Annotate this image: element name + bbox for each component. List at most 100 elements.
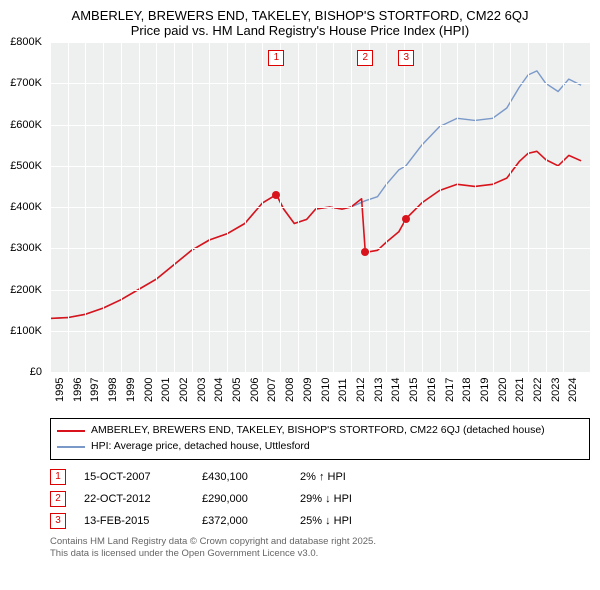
sale-row: 3 13-FEB-2015 £372,000 25% ↓ HPI [50,510,590,532]
x-tick-label: 2001 [160,378,172,402]
x-axis: 1995199619971998199920002001200220032004… [50,372,590,412]
sales-table: 115-OCT-2007£430,1002% ↑ HPI222-OCT-2012… [50,466,590,532]
gridline-v [546,42,547,372]
legend-swatch [57,446,85,448]
x-tick-label: 2003 [196,378,208,402]
title-line-1: AMBERLEY, BREWERS END, TAKELEY, BISHOP'S… [10,8,590,23]
x-tick-label: 1998 [107,378,119,402]
chart-title: AMBERLEY, BREWERS END, TAKELEY, BISHOP'S… [0,0,600,42]
x-tick-label: 2017 [444,378,456,402]
y-tick-label: £500K [10,160,42,172]
y-tick-label: £0 [30,366,42,378]
legend: AMBERLEY, BREWERS END, TAKELEY, BISHOP'S… [50,418,590,460]
gridline-v [156,42,157,372]
x-tick-label: 1996 [72,378,84,402]
x-tick-label: 2008 [284,378,296,402]
y-tick-label: £300K [10,242,42,254]
sale-row-marker: 1 [50,469,66,485]
gridline-v [192,42,193,372]
x-tick-label: 2007 [266,378,278,402]
chart-container: AMBERLEY, BREWERS END, TAKELEY, BISHOP'S… [0,0,600,560]
y-tick-label: £400K [10,201,42,213]
gridline-v [85,42,86,372]
gridline-v [563,42,564,372]
x-tick-label: 2011 [337,378,349,402]
gridline-v [333,42,334,372]
x-tick-label: 2012 [355,378,367,402]
x-tick-label: 2018 [461,378,473,402]
gridline-h [50,125,590,126]
y-tick-label: £200K [10,284,42,296]
x-tick-label: 2024 [567,378,579,402]
footer-line-1: Contains HM Land Registry data © Crown c… [50,536,590,548]
gridline-v [227,42,228,372]
gridline-v [68,42,69,372]
gridline-v [475,42,476,372]
gridline-v [174,42,175,372]
y-axis: £0£100K£200K£300K£400K£500K£600K£700K£80… [0,42,46,372]
gridline-v [50,42,51,372]
gridline-v [528,42,529,372]
y-tick-label: £700K [10,77,42,89]
gridline-v [103,42,104,372]
x-tick-label: 2010 [320,378,332,402]
legend-label: HPI: Average price, detached house, Uttl… [91,439,310,455]
sale-row-hpi: 2% ↑ HPI [300,471,410,483]
x-tick-label: 2022 [532,378,544,402]
gridline-v [298,42,299,372]
gridline-v [510,42,511,372]
gridline-v [457,42,458,372]
sale-row-date: 13-FEB-2015 [84,515,184,527]
x-tick-label: 2015 [408,378,420,402]
sale-marker-box-1: 1 [268,50,284,66]
gridline-v [369,42,370,372]
legend-label: AMBERLEY, BREWERS END, TAKELEY, BISHOP'S… [91,423,545,439]
x-tick-label: 1995 [54,378,66,402]
gridline-v [262,42,263,372]
legend-item: HPI: Average price, detached house, Uttl… [57,439,583,455]
sale-row-date: 22-OCT-2012 [84,493,184,505]
y-tick-label: £600K [10,119,42,131]
legend-swatch [57,430,85,432]
sale-row-hpi: 29% ↓ HPI [300,493,410,505]
gridline-v [121,42,122,372]
x-tick-label: 2016 [426,378,438,402]
gridline-h [50,331,590,332]
x-tick-label: 2002 [178,378,190,402]
footer-line-2: This data is licensed under the Open Gov… [50,548,590,560]
x-tick-label: 2014 [390,378,402,402]
sale-row-price: £372,000 [202,515,282,527]
gridline-v [139,42,140,372]
sale-row: 115-OCT-2007£430,1002% ↑ HPI [50,466,590,488]
sale-marker-box-3: 3 [398,50,414,66]
x-tick-label: 2006 [249,378,261,402]
sale-row-date: 15-OCT-2007 [84,471,184,483]
gridline-v [386,42,387,372]
gridline-v [422,42,423,372]
gridline-h [50,83,590,84]
x-tick-label: 2000 [143,378,155,402]
gridline-h [50,248,590,249]
gridline-v [209,42,210,372]
x-tick-label: 1999 [125,378,137,402]
sale-row-price: £290,000 [202,493,282,505]
x-tick-label: 2005 [231,378,243,402]
x-tick-label: 2020 [497,378,509,402]
title-line-2: Price paid vs. HM Land Registry's House … [10,23,590,38]
gridline-v [245,42,246,372]
gridline-v [280,42,281,372]
sale-row-marker: 3 [50,513,66,529]
sale-marker-dot-2 [361,248,369,256]
sale-row-hpi: 25% ↓ HPI [300,515,410,527]
gridline-v [440,42,441,372]
x-tick-label: 2019 [479,378,491,402]
gridline-h [50,42,590,43]
gridline-h [50,207,590,208]
legend-item: AMBERLEY, BREWERS END, TAKELEY, BISHOP'S… [57,423,583,439]
x-tick-label: 2021 [514,378,526,402]
gridline-v [351,42,352,372]
gridline-v [493,42,494,372]
x-tick-label: 2023 [550,378,562,402]
plot-area: £0£100K£200K£300K£400K£500K£600K£700K£80… [50,42,590,372]
x-tick-label: 2009 [302,378,314,402]
